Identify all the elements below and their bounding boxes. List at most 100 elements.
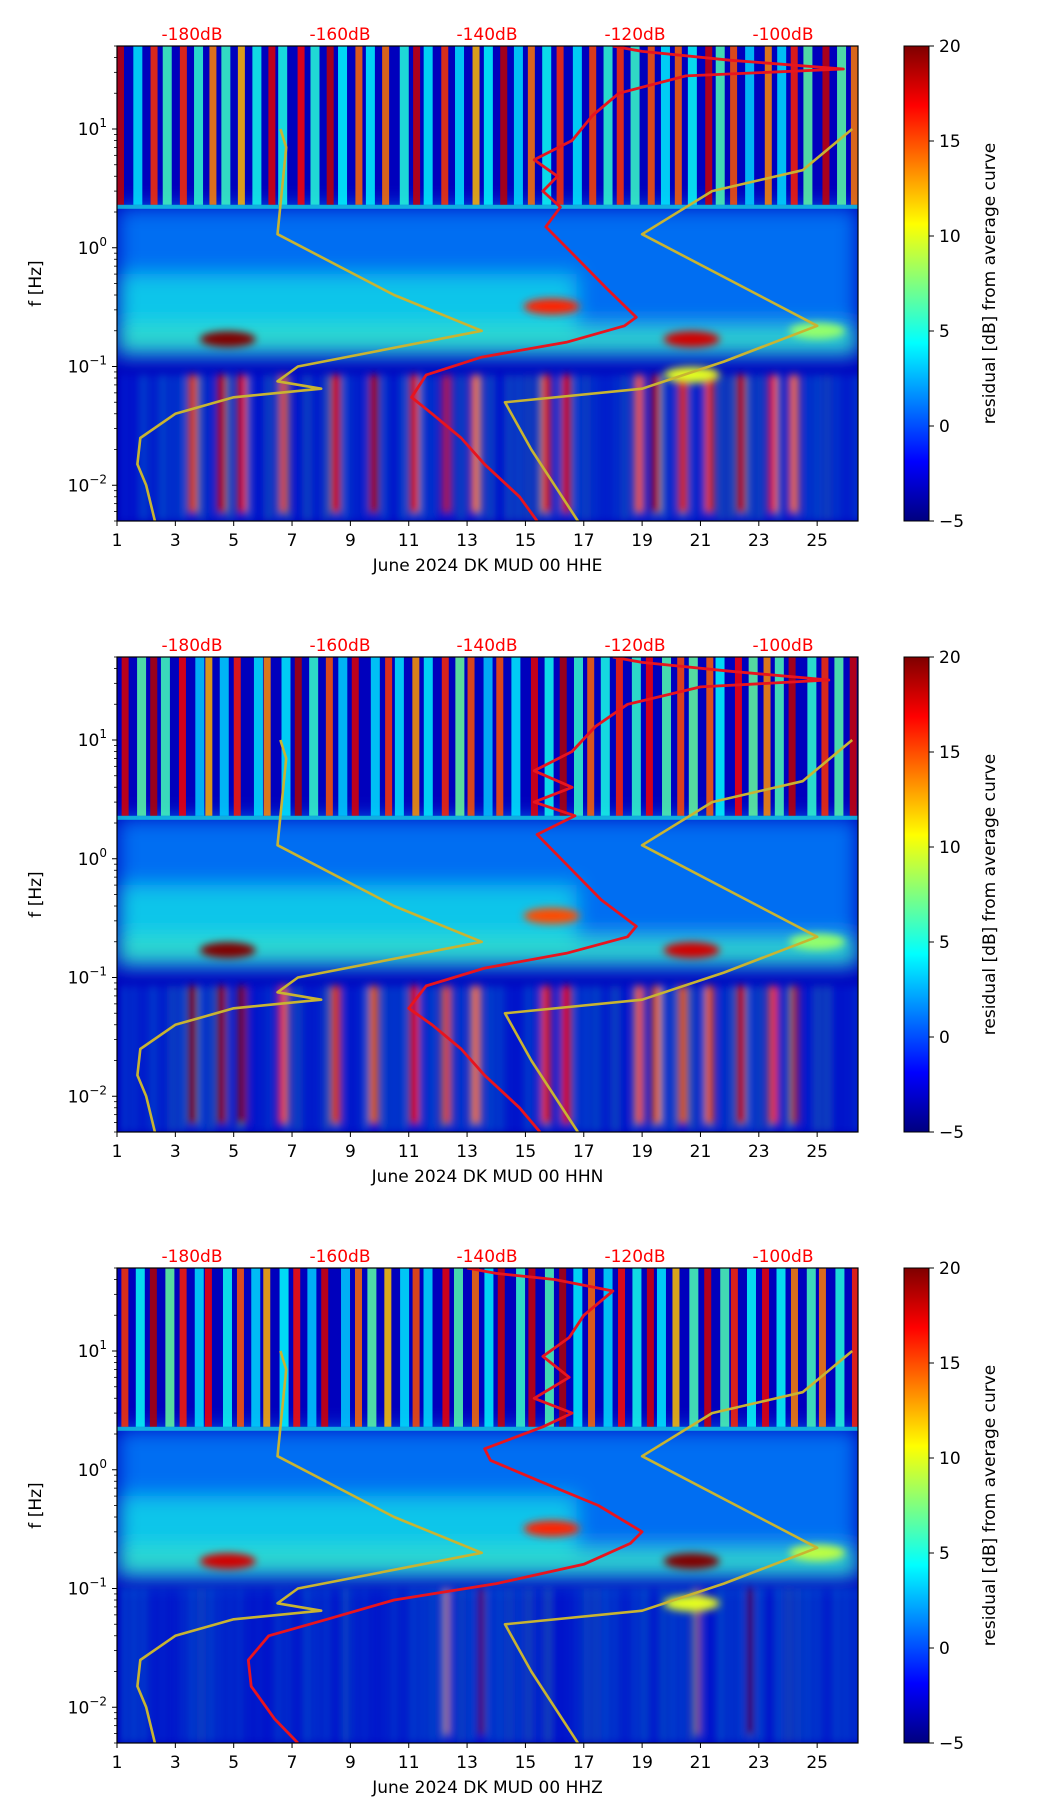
lf-bright-streak — [541, 985, 551, 1124]
y-tick-label: 101 — [78, 116, 107, 140]
low-frequency-streaks — [122, 985, 858, 1132]
lf-streak — [286, 1588, 290, 1743]
lf-streak — [825, 985, 829, 1132]
lf-streak — [286, 374, 290, 521]
lf-streak — [430, 374, 434, 521]
lf-streak — [296, 374, 300, 521]
hf-stripe — [587, 657, 595, 816]
hf-stripe — [513, 46, 523, 205]
db-axis-label: -180dB — [161, 636, 222, 656]
colorbar-tick-label: 10 — [939, 227, 961, 247]
lf-bright-streak — [369, 985, 379, 1124]
hf-stripe — [222, 1268, 232, 1427]
colorbar-tick-label: 15 — [939, 743, 961, 763]
lf-streak — [325, 374, 329, 521]
y-tick-label: 101 — [78, 1338, 107, 1362]
hf-stripe — [441, 657, 449, 816]
lf-streak — [450, 1588, 454, 1743]
lf-streak — [459, 374, 463, 521]
hf-stripe — [774, 657, 784, 816]
hf-stripe — [194, 1268, 204, 1427]
hf-stripe — [263, 657, 271, 816]
hf-stripe — [370, 657, 380, 816]
lf-streak — [613, 985, 617, 1132]
hf-stripe — [704, 1268, 712, 1427]
lf-streak — [267, 374, 271, 521]
lf-streak — [787, 985, 791, 1132]
hf-stripe — [268, 46, 276, 205]
hf-stripe — [763, 657, 771, 816]
lf-streak — [517, 1588, 521, 1743]
lf-streak — [604, 1588, 608, 1743]
lf-streak — [738, 1588, 742, 1743]
hf-stripe — [559, 1268, 567, 1427]
lf-streak — [642, 985, 646, 1132]
hf-stripe — [294, 657, 302, 816]
hf-stripe — [715, 657, 725, 816]
hf-stripe — [688, 657, 698, 816]
hf-stripe — [400, 1268, 410, 1427]
hf-stripe — [660, 46, 670, 205]
x-tick-label: 9 — [345, 531, 356, 551]
hf-stripe — [394, 657, 404, 816]
hf-stripe — [423, 1268, 433, 1427]
lf-streak — [170, 1588, 174, 1743]
x-tick-label: 23 — [748, 1142, 770, 1162]
x-tick-label: 13 — [456, 1142, 478, 1162]
lf-streak — [180, 374, 184, 521]
hf-stripe — [863, 1268, 872, 1427]
colorbar-tick-label: −5 — [939, 1734, 964, 1754]
hf-stripe — [413, 46, 421, 205]
x-axis-label: June 2024 DK MUD 00 HHN — [371, 1167, 604, 1187]
low-noise-model-curve — [136, 1350, 484, 1743]
lf-streak — [825, 374, 829, 521]
x-tick-label: 25 — [806, 531, 828, 551]
hf-stripe — [233, 657, 241, 816]
lf-bright-streak — [789, 985, 799, 1124]
lf-streak — [536, 374, 540, 521]
lf-streak — [671, 985, 675, 1132]
colorbar-label: residual [dB] from average curve — [980, 1365, 1000, 1646]
hf-boundary-line — [117, 815, 858, 820]
hf-stripe — [656, 1268, 666, 1427]
lf-streak — [257, 374, 261, 521]
lf-streak — [613, 374, 617, 521]
hf-stripe — [615, 657, 623, 816]
lf-streak — [488, 985, 492, 1132]
hf-stripe — [746, 1268, 756, 1427]
x-tick-label: 3 — [170, 531, 181, 551]
x-tick-label: 23 — [748, 1753, 770, 1773]
x-tick-label: 11 — [398, 531, 420, 551]
y-tick-label: 10−2 — [68, 472, 107, 496]
x-tick-label: 3 — [170, 1753, 181, 1773]
hf-stripe — [423, 46, 433, 205]
lf-streak — [815, 1588, 819, 1743]
lf-bright-streak — [678, 985, 688, 1124]
hf-stripe — [209, 46, 217, 205]
lf-streak — [180, 985, 184, 1132]
hf-stripe — [764, 46, 772, 205]
lf-streak — [758, 374, 762, 521]
lf-bright-streak — [736, 985, 746, 1124]
hf-stripe — [689, 1268, 699, 1427]
hf-stripe — [850, 46, 858, 205]
lf-streak — [402, 985, 406, 1132]
db-axis-label: -180dB — [161, 25, 222, 45]
hf-stripe — [715, 46, 725, 205]
hf-stripe — [630, 46, 640, 205]
hf-stripe — [500, 46, 508, 205]
lf-streak — [257, 1588, 261, 1743]
lf-streak — [690, 985, 694, 1132]
hf-stripe — [251, 1268, 261, 1427]
high-noise-model-curve — [503, 738, 854, 1132]
hf-stripe — [297, 46, 305, 205]
lf-bright-streak — [444, 1588, 449, 1735]
colorbar-tick-label: −5 — [939, 512, 964, 532]
hf-stripe — [777, 46, 787, 205]
lf-streak — [507, 1588, 511, 1743]
spectrogram-heatmap — [117, 1268, 872, 1743]
lf-streak — [488, 1588, 492, 1743]
lf-streak — [469, 1588, 473, 1743]
hf-stripe — [382, 46, 390, 205]
lf-streak — [623, 374, 627, 521]
